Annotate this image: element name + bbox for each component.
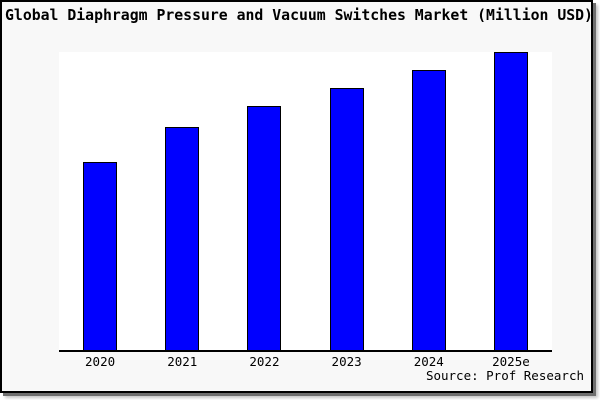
chart-title: Global Diaphragm Pressure and Vacuum Swi… xyxy=(5,7,593,24)
x-tick-label-2022: 2022 xyxy=(249,354,280,369)
x-tick-label-2023: 2023 xyxy=(331,354,362,369)
bar-2020 xyxy=(83,162,118,350)
bar-2022 xyxy=(247,105,282,350)
bar-slot-2022 xyxy=(223,52,305,350)
bar-2024 xyxy=(411,69,446,350)
bar-slot-2025e xyxy=(470,52,552,350)
x-tick-label-2024: 2024 xyxy=(413,354,444,369)
bar-2021 xyxy=(165,126,200,350)
plot-area xyxy=(59,52,552,352)
bar-slot-2020 xyxy=(59,52,141,350)
bar-2025e xyxy=(493,52,528,350)
bar-slot-2023 xyxy=(306,52,388,350)
bar-slot-2021 xyxy=(141,52,223,350)
x-axis-labels: 2020 2021 2022 2023 2024 2025e xyxy=(59,354,552,369)
x-tick-label-2021: 2021 xyxy=(167,354,198,369)
bar-2023 xyxy=(329,87,364,350)
source-note: Source: Prof Research xyxy=(425,368,584,383)
x-tick-label-2025e: 2025e xyxy=(492,354,530,369)
bar-slot-2024 xyxy=(388,52,470,350)
x-tick-label-2020: 2020 xyxy=(85,354,116,369)
